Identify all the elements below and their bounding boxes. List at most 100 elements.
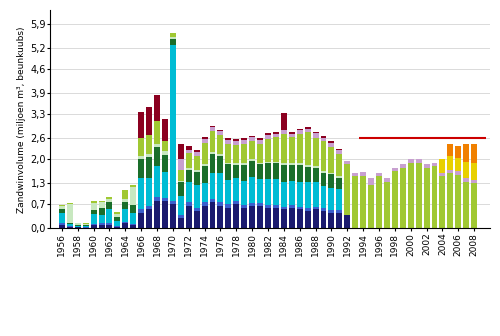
Bar (281, 209, 287, 228)
Bar (114, 214, 120, 217)
Bar (320, 136, 326, 138)
Bar (202, 206, 207, 228)
Bar (218, 206, 224, 228)
Bar (170, 45, 176, 202)
Bar (312, 133, 318, 138)
Bar (202, 164, 207, 166)
Bar (154, 201, 160, 228)
Bar (138, 209, 144, 213)
Bar (90, 203, 96, 210)
Bar (376, 173, 382, 176)
Bar (146, 206, 152, 209)
Bar (289, 165, 295, 181)
Bar (202, 183, 207, 203)
Bar (67, 224, 73, 226)
Bar (273, 205, 279, 208)
Bar (242, 140, 247, 144)
Bar (289, 137, 295, 163)
Bar (297, 163, 302, 165)
Bar (336, 210, 342, 213)
Bar (67, 227, 73, 228)
Bar (384, 178, 390, 182)
Bar (154, 121, 160, 143)
Bar (336, 151, 342, 154)
Bar (392, 168, 398, 171)
Bar (448, 143, 454, 156)
Bar (106, 197, 112, 199)
Bar (59, 223, 65, 225)
Bar (312, 132, 318, 133)
Bar (178, 218, 184, 228)
Bar (328, 143, 334, 147)
Bar (352, 173, 358, 176)
Bar (312, 182, 318, 207)
Bar (202, 143, 207, 164)
Bar (249, 177, 255, 203)
Bar (226, 163, 232, 164)
Bar (304, 208, 310, 211)
Bar (234, 145, 239, 163)
Bar (226, 138, 232, 140)
Bar (408, 159, 414, 163)
Bar (114, 227, 120, 228)
Bar (75, 222, 80, 223)
Bar (202, 166, 207, 183)
Bar (67, 223, 73, 224)
Bar (257, 179, 263, 203)
Bar (289, 208, 295, 228)
Bar (186, 182, 192, 203)
Bar (424, 164, 430, 168)
Bar (320, 171, 326, 173)
Bar (328, 173, 334, 174)
Bar (170, 33, 176, 37)
Bar (368, 177, 374, 185)
Bar (146, 154, 152, 157)
Bar (59, 213, 65, 223)
Bar (170, 39, 176, 45)
Bar (265, 162, 271, 163)
Bar (281, 113, 287, 130)
Bar (471, 163, 477, 180)
Bar (98, 225, 104, 228)
Bar (242, 138, 247, 140)
Bar (122, 191, 128, 199)
Bar (320, 211, 326, 228)
Bar (336, 189, 342, 210)
Bar (304, 182, 310, 208)
Bar (289, 134, 295, 137)
Bar (463, 162, 469, 178)
Bar (297, 207, 302, 209)
Bar (265, 205, 271, 208)
Bar (186, 168, 192, 170)
Bar (75, 227, 80, 228)
Bar (162, 201, 168, 228)
Bar (304, 129, 310, 132)
Bar (456, 158, 462, 171)
Bar (432, 166, 438, 228)
Bar (186, 206, 192, 228)
Bar (154, 95, 160, 121)
Bar (360, 176, 366, 228)
Bar (312, 138, 318, 166)
Bar (82, 226, 88, 227)
Bar (471, 144, 477, 163)
Bar (234, 178, 239, 201)
Bar (297, 165, 302, 182)
Bar (82, 223, 88, 224)
Bar (360, 172, 366, 176)
Bar (154, 147, 160, 166)
Bar (249, 135, 255, 137)
Bar (138, 159, 144, 178)
Bar (114, 226, 120, 227)
Bar (273, 132, 279, 134)
Bar (130, 225, 136, 228)
Bar (289, 132, 295, 134)
Bar (130, 187, 136, 205)
Bar (440, 159, 446, 173)
Bar (154, 166, 160, 197)
Bar (130, 205, 136, 213)
Bar (130, 224, 136, 225)
Bar (328, 147, 334, 173)
Bar (154, 197, 160, 201)
Bar (320, 208, 326, 211)
